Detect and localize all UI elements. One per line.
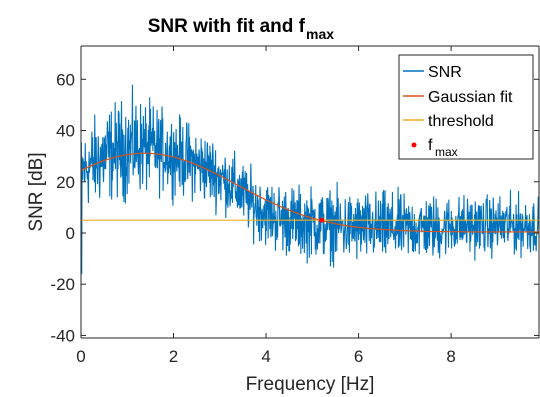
legend: SNR Gaussian fit threshold f max xyxy=(398,54,534,160)
y-tick-label: -20 xyxy=(50,275,75,294)
legend-swatch-fmax xyxy=(411,142,417,148)
y-tick-label: 20 xyxy=(56,173,75,192)
x-axis-label: Frequency [Hz] xyxy=(246,374,375,395)
legend-label-gaussian-fit: Gaussian fit xyxy=(428,89,513,106)
chart-title: SNR with fit and f xyxy=(148,16,306,37)
x-tick-label: 4 xyxy=(261,347,270,366)
x-tick-label: 2 xyxy=(169,347,178,366)
series-layer xyxy=(80,84,540,274)
y-tick-label: 40 xyxy=(56,122,75,141)
x-tick-label: 8 xyxy=(446,347,455,366)
y-tick-label: 60 xyxy=(56,70,75,89)
legend-label-snr: SNR xyxy=(428,64,462,81)
y-axis-label: SNR [dB] xyxy=(26,152,47,231)
fmax-point xyxy=(319,217,325,223)
legend-box xyxy=(398,54,534,160)
axes-layer: 0 2 4 6 8 -40 -20 0 20 40 60 xyxy=(50,45,540,366)
x-tick-label: 0 xyxy=(76,347,85,366)
legend-label-fmax: f xyxy=(428,137,433,154)
y-tick-label: -40 xyxy=(50,326,75,345)
x-tick-label: 6 xyxy=(354,347,363,366)
chart-title-subscript: max xyxy=(306,26,334,42)
y-tick-label: 0 xyxy=(66,224,75,243)
series-snr-line xyxy=(80,84,540,274)
legend-label-threshold: threshold xyxy=(428,113,494,130)
legend-label-fmax-subscript: max xyxy=(435,145,458,159)
series-gaussian-fit-line xyxy=(80,152,539,233)
